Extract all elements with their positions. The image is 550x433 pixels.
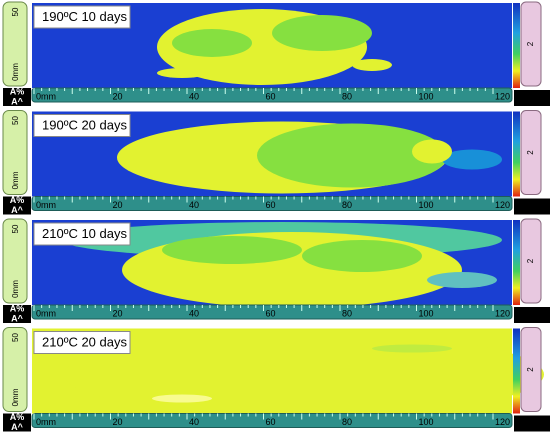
scan-region xyxy=(162,236,302,264)
scan-region xyxy=(157,68,207,78)
scan-panel: 50 0mm A%A^ 190ºC 10 days 0mm 20 40 60 80 100 120 2 xyxy=(2,1,550,106)
x-ruler-label: 80 xyxy=(342,308,352,318)
color-ruler xyxy=(520,218,542,304)
scan-region xyxy=(152,394,212,403)
x-ruler-label: 0mm xyxy=(36,308,56,318)
scan-region xyxy=(302,240,422,272)
y-ruler-bottom: 0mm xyxy=(11,280,20,298)
y-ruler xyxy=(2,110,28,195)
x-ruler-label: 40 xyxy=(189,91,199,101)
x-ruler-label: 120 xyxy=(495,200,510,210)
y-ruler-top: 50 xyxy=(11,224,20,233)
x-ruler-label: 0mm xyxy=(36,91,56,101)
color-ruler-label: 2 xyxy=(526,41,535,46)
x-ruler-label: 40 xyxy=(189,308,199,318)
scan-region xyxy=(352,59,392,71)
panel-label: 210ºC 10 days xyxy=(42,226,127,241)
amp-peak: A^ xyxy=(11,422,23,432)
color-ruler-label: 2 xyxy=(526,150,535,155)
panel-label-box xyxy=(33,331,131,354)
x-ruler-label: 80 xyxy=(342,91,352,101)
amp-box xyxy=(3,88,31,106)
x-ruler xyxy=(31,304,513,320)
x-ruler-label: 80 xyxy=(342,417,352,427)
x-ruler-label: 60 xyxy=(266,417,276,427)
scan-region xyxy=(442,149,502,170)
x-ruler-label: 60 xyxy=(266,308,276,318)
x-ruler xyxy=(31,413,513,428)
panel-label-box xyxy=(33,114,131,137)
amp-peak: A^ xyxy=(11,205,23,215)
x-ruler-label: 0mm xyxy=(36,417,56,427)
panel-label-box xyxy=(33,5,131,29)
scan-region xyxy=(64,332,544,417)
x-ruler-label: 20 xyxy=(113,417,123,427)
color-bar xyxy=(513,328,520,414)
color-bar xyxy=(513,220,520,305)
corner-box xyxy=(514,198,550,215)
corner-box xyxy=(514,415,550,432)
x-ruler-label: 20 xyxy=(113,308,123,318)
panel-label: 190ºC 10 days xyxy=(42,9,127,24)
x-ruler-label: 0mm xyxy=(36,200,56,210)
amp-box xyxy=(3,305,31,323)
x-ruler-label: 80 xyxy=(342,200,352,210)
x-ruler-label: 120 xyxy=(495,417,510,427)
scan-region xyxy=(427,272,497,288)
scan-panel: 50 0mm A%A^ 190ºC 20 days 0mm 20 40 60 80 100 120 2 xyxy=(2,110,550,215)
amp-percent: A% xyxy=(10,303,25,313)
amp-percent: A% xyxy=(10,412,25,422)
amp-peak: A^ xyxy=(11,96,23,106)
color-ruler-label: 2 xyxy=(526,258,535,263)
x-ruler-label: 100 xyxy=(419,308,434,318)
y-ruler-top: 50 xyxy=(11,116,20,125)
x-ruler xyxy=(31,196,513,211)
amp-box xyxy=(3,413,31,432)
corner-box xyxy=(514,90,550,106)
y-ruler-bottom: 0mm xyxy=(11,171,20,189)
x-ruler-label: 60 xyxy=(266,200,276,210)
y-ruler xyxy=(2,218,28,304)
y-ruler-top: 50 xyxy=(11,7,20,16)
panel-label: 210ºC 20 days xyxy=(42,334,127,349)
x-ruler xyxy=(31,87,513,103)
y-ruler-bottom: 0mm xyxy=(11,388,20,406)
scan-panel: 50 0mm A%A^ 210ºC 20 days 0mm 20 40 60 80 100 120 2 xyxy=(2,327,550,432)
corner-box xyxy=(514,307,550,323)
color-ruler-label: 2 xyxy=(526,367,535,372)
scan-region xyxy=(172,29,252,57)
y-ruler-top: 50 xyxy=(11,333,20,342)
x-ruler-label: 120 xyxy=(495,308,510,318)
x-ruler-label: 60 xyxy=(266,91,276,101)
color-bar xyxy=(513,3,520,88)
x-ruler-label: 40 xyxy=(189,200,199,210)
panel-label: 190ºC 20 days xyxy=(42,117,127,132)
scan-region xyxy=(257,123,447,188)
y-ruler xyxy=(2,327,28,412)
x-ruler-label: 20 xyxy=(113,200,123,210)
x-ruler-label: 40 xyxy=(189,417,199,427)
amp-percent: A% xyxy=(10,86,25,96)
x-ruler-label: 100 xyxy=(419,200,434,210)
x-ruler-label: 100 xyxy=(419,91,434,101)
amp-peak: A^ xyxy=(11,313,23,323)
scan-region xyxy=(412,139,452,164)
scan-panel: 50 0mm A%A^ 210ºC 10 days 0mm 20 40 60 80 100 120 2 xyxy=(2,218,550,323)
color-ruler xyxy=(520,327,542,412)
scan-region xyxy=(272,15,372,51)
color-ruler xyxy=(520,110,542,195)
panel-label-box xyxy=(33,222,131,246)
amp-percent: A% xyxy=(10,195,25,205)
x-ruler-label: 100 xyxy=(419,417,434,427)
x-ruler-label: 120 xyxy=(495,91,510,101)
x-ruler-label: 20 xyxy=(113,91,123,101)
scan-region xyxy=(372,344,452,353)
y-ruler xyxy=(2,1,28,87)
y-ruler-bottom: 0mm xyxy=(11,63,20,81)
color-bar xyxy=(513,111,520,197)
color-ruler xyxy=(520,1,542,87)
amp-box xyxy=(3,196,31,215)
